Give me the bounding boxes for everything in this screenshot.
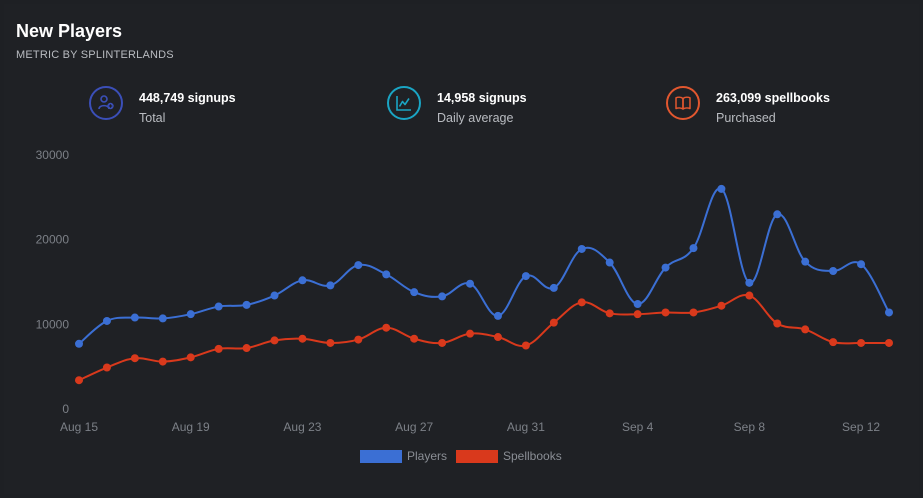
book-icon [666,86,700,120]
page-title: New Players [16,21,123,41]
stat-total-label: Total [139,111,166,125]
user-plus-icon [89,86,123,120]
stat-spellbooks-value: 263,099 spellbooks [716,91,830,105]
stat-spellbooks-label: Purchased [716,111,776,125]
page-subtitle: METRIC BY SPLINTERLANDS [16,49,174,61]
stat-total-value: 448,749 signups [139,91,236,105]
new-players-card [4,4,919,494]
line-chart-icon [387,86,421,120]
stat-daily-label: Daily average [437,111,514,125]
stat-daily-value: 14,958 signups [437,91,527,105]
